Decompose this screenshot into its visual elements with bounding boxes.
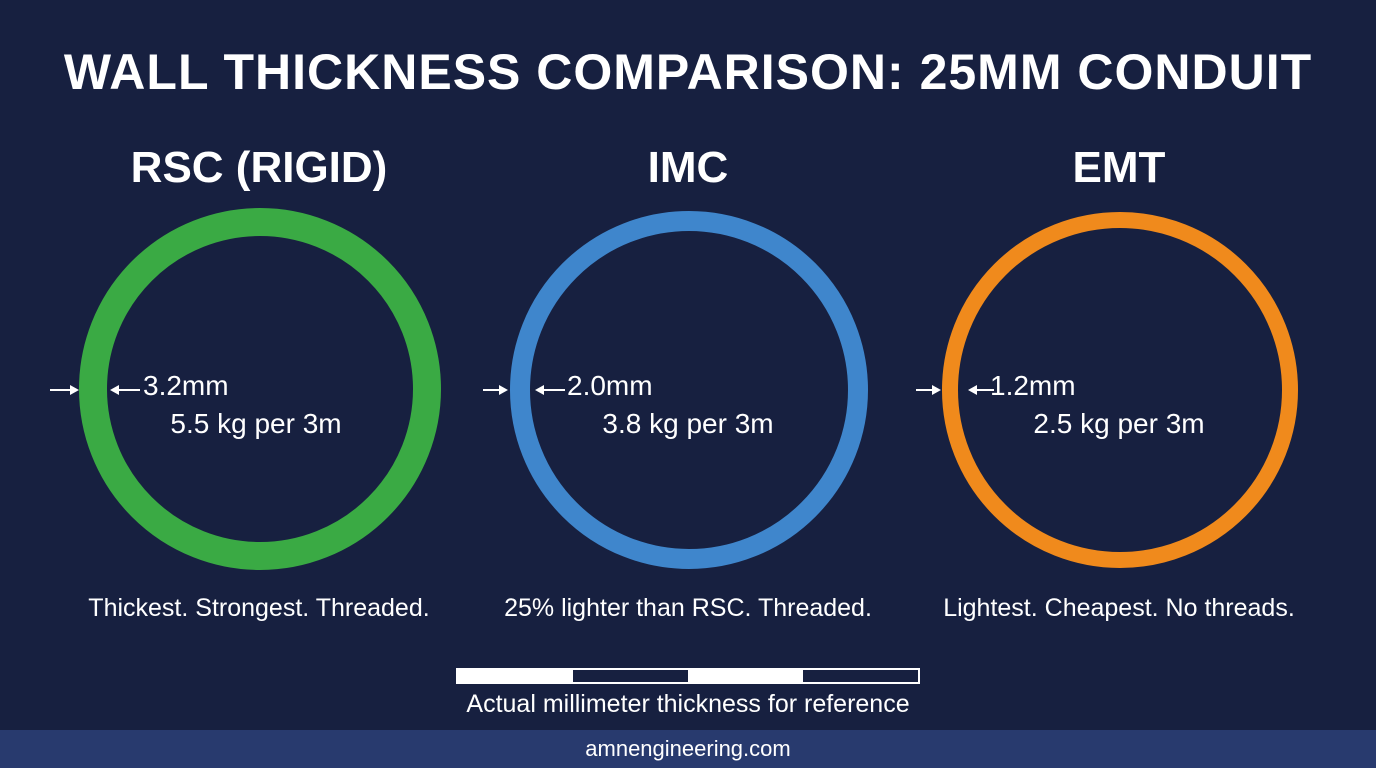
rsc-thickness: 3.2mm [143,370,229,401]
scale-segment [458,670,573,682]
scale-caption: Actual millimeter thickness for referenc… [466,690,910,718]
rsc-label: RSC (RIGID) [130,143,388,192]
imc-thickness-arrows [483,385,565,395]
emt-weight: 2.5 kg per 3m [1033,408,1205,439]
scale-segment [803,670,918,682]
page-title: WALL THICKNESS COMPARISON: 25MM CONDUIT [63,44,1313,100]
scale-segment [688,670,803,682]
rsc-description: Thickest. Strongest. Threaded. [88,594,430,622]
emt-label: EMT [1072,143,1166,192]
emt-thickness: 1.2mm [990,370,1076,401]
emt-description: Lightest. Cheapest. No threads. [943,594,1295,622]
rsc-weight: 5.5 kg per 3m [170,408,342,439]
imc-label: IMC [647,143,729,192]
footer-site: amnengineering.com [585,736,791,761]
scale-bar [456,668,920,684]
rsc-thickness-arrows [50,385,140,395]
emt-thickness-arrows [916,385,994,395]
imc-weight: 3.8 kg per 3m [602,408,774,439]
scale-segment [573,670,688,682]
imc-description: 25% lighter than RSC. Threaded. [504,594,872,622]
footer: amnengineering.com [0,730,1376,768]
imc-thickness: 2.0mm [567,370,653,401]
